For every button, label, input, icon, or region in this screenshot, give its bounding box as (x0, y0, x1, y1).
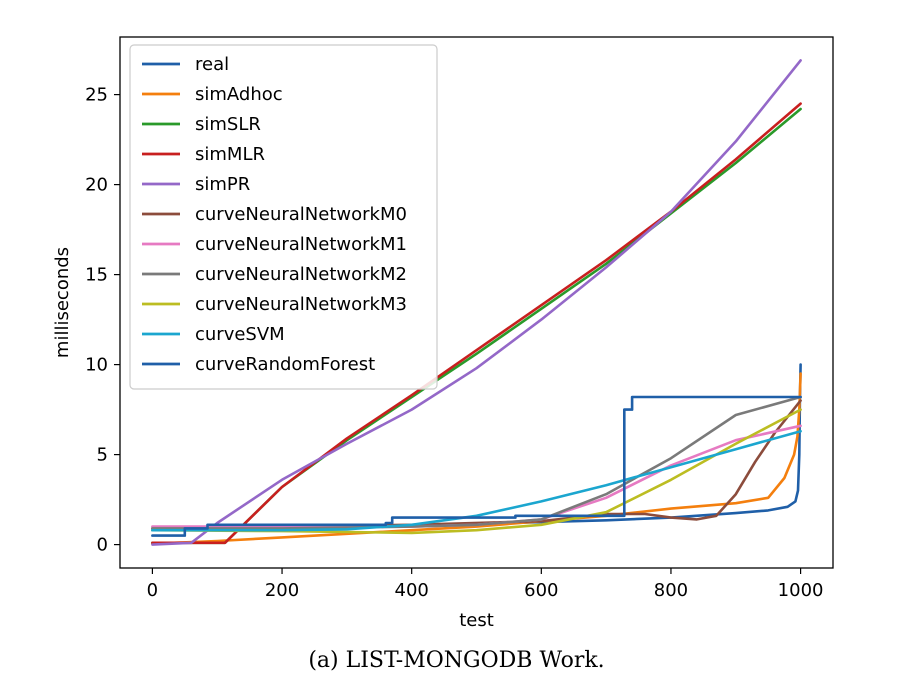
plot-frame (119, 36, 834, 569)
figure-caption: (a) LIST-MONGODB Work. (308, 648, 605, 673)
x-tick-label: 400 (395, 580, 429, 601)
x-axis-label: test (459, 610, 494, 631)
x-tick-label: 800 (654, 580, 688, 601)
legend-label: real (195, 54, 229, 75)
y-axis-label: milliseconds (52, 247, 73, 358)
x-tick-label: 0 (147, 580, 158, 601)
y-tick-label: 20 (85, 175, 108, 196)
y-tick-label: 10 (85, 355, 108, 376)
legend-label: curveNeuralNetworkM0 (195, 204, 407, 225)
legend-label: simMLR (195, 144, 265, 165)
series-line-curveNeuralNetworkM0 (151, 399, 802, 530)
y-tick-label: 0 (97, 535, 108, 556)
y-tick-label: 25 (85, 85, 108, 106)
y-tick-label: 5 (97, 445, 108, 466)
series-layer (151, 59, 802, 546)
legend-label: curveRandomForest (195, 354, 375, 375)
x-tick-label: 200 (265, 580, 299, 601)
series-line-curveRandomForest (151, 395, 802, 537)
legend-label: curveSVM (195, 324, 285, 345)
legend: real simAdhoc simSLR simMLR simPR curveNeural… (129, 44, 438, 390)
legend-label: curveNeuralNetworkM3 (195, 294, 407, 315)
legend-label: simAdhoc (195, 84, 283, 105)
series-line-simAdhoc (151, 372, 802, 545)
series-line-curveSVM (151, 429, 802, 532)
legend-label: curveNeuralNetworkM2 (195, 264, 407, 285)
axes: 0 200 400 600 800 1000 0 5 10 15 20 25 (85, 36, 834, 601)
series-line-curveNeuralNetworkM1 (151, 424, 802, 528)
series-line-simMLR (151, 102, 802, 545)
legend-label: simSLR (195, 114, 261, 135)
y-tick-label: 15 (85, 265, 108, 286)
x-tick-label: 1000 (778, 580, 824, 601)
legend-box (129, 44, 438, 390)
x-tick-label: 600 (524, 580, 558, 601)
series-line-curveNeuralNetworkM2 (151, 395, 802, 530)
legend-label: curveNeuralNetworkM1 (195, 234, 407, 255)
legend-label: simPR (195, 174, 250, 195)
